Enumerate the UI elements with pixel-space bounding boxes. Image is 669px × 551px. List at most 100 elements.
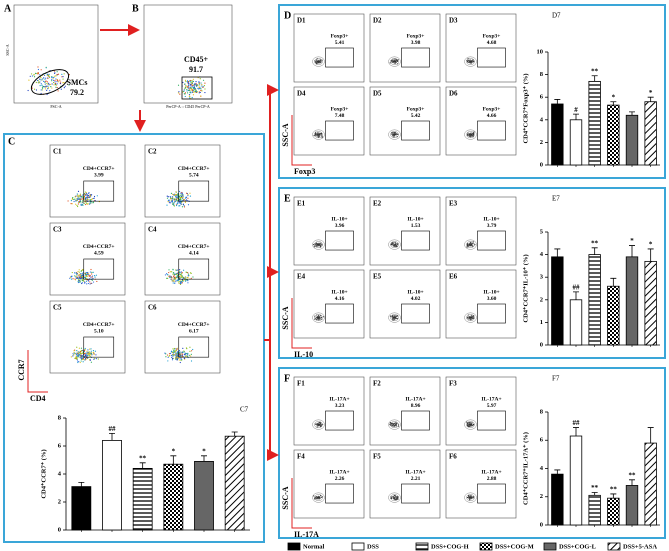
event-dot (171, 351, 174, 354)
error-bar (610, 101, 617, 106)
box-e (278, 187, 666, 359)
event-dot (172, 268, 174, 270)
event-dot (171, 201, 174, 203)
event-dot (187, 204, 190, 206)
plot-label: C2 (148, 148, 157, 156)
event-dot (189, 350, 191, 352)
event-dot (88, 352, 90, 354)
event-dot (86, 195, 88, 197)
event-dot (76, 357, 78, 359)
event-dot (190, 79, 192, 82)
event-dot (180, 274, 182, 276)
event-dot (31, 87, 33, 89)
y-axis-label: SSC-A (281, 306, 290, 329)
event-dot (320, 422, 322, 424)
event-dot (318, 315, 320, 318)
contour (392, 132, 397, 137)
event-dot (467, 494, 470, 497)
event-dot (394, 497, 396, 500)
y-tick-label: 6 (540, 437, 544, 444)
event-dot (188, 94, 191, 96)
event-dot (199, 84, 201, 86)
gate-value: 1.53 (411, 223, 421, 229)
event-dot (396, 315, 398, 317)
event-dot (73, 351, 75, 353)
gate-value: 4.66 (487, 113, 497, 119)
gate (401, 230, 430, 251)
y-tick-label: 0 (540, 341, 543, 348)
event-dot (179, 282, 181, 284)
event-dot (185, 84, 187, 87)
event-dot (89, 355, 91, 357)
event-dot (75, 276, 77, 278)
event-dot (184, 87, 187, 89)
event-dot (73, 350, 75, 352)
event-dot (90, 282, 92, 284)
y-axis-label: CD4⁺CCR7⁺Foxp3⁺ (%) (522, 73, 529, 143)
event-dot (168, 271, 170, 274)
event-dot (175, 198, 178, 200)
event-dot (89, 194, 91, 196)
event-dot (320, 242, 322, 244)
event-dot (95, 274, 98, 276)
event-dot (320, 318, 322, 320)
event-dot (187, 197, 189, 199)
event-dot (86, 203, 88, 205)
error-bar (591, 492, 598, 496)
event-dot (393, 136, 395, 138)
event-dot (71, 203, 73, 205)
event-dot (78, 200, 81, 203)
event-dot (176, 203, 179, 205)
event-dot (86, 197, 88, 199)
event-dot (55, 75, 57, 77)
event-dot (84, 282, 86, 284)
error-bar (139, 462, 146, 469)
event-dot (52, 76, 54, 79)
contour (468, 59, 473, 64)
event-dot (171, 278, 173, 280)
gate-label: IL-10+ (407, 217, 423, 223)
event-dot (72, 196, 74, 199)
error-bar (170, 455, 177, 465)
event-dot (178, 190, 181, 193)
event-dot (74, 357, 77, 359)
contour (316, 315, 321, 320)
event-dot (472, 245, 474, 247)
gate-value: 2.88 (487, 476, 497, 482)
event-dot (174, 273, 176, 275)
event-dot (79, 275, 82, 277)
y-tick-label: 6 (540, 94, 544, 101)
y-tick-label: 1 (540, 319, 543, 326)
event-dot (55, 78, 57, 80)
event-dot (316, 426, 318, 428)
event-dot (181, 279, 184, 282)
event-dot (51, 83, 53, 85)
event-dot (178, 205, 180, 207)
bar (551, 256, 564, 346)
event-dot (46, 73, 48, 75)
bar (71, 486, 92, 531)
event-dot (79, 351, 81, 353)
y-axis-label: SSC-A (281, 123, 290, 146)
event-dot (192, 276, 194, 278)
event-dot (187, 87, 190, 89)
event-dot (467, 61, 469, 63)
event-dot (321, 133, 323, 135)
event-dot (175, 269, 177, 271)
event-dot (184, 197, 187, 199)
event-dot (396, 496, 399, 498)
box-c (3, 133, 265, 543)
contour (312, 239, 325, 250)
event-dot (53, 76, 55, 78)
event-dot (81, 272, 83, 274)
event-dot (172, 357, 174, 359)
event-dot (194, 88, 196, 90)
event-dot (177, 84, 180, 86)
event-dot (41, 84, 43, 86)
event-dot (198, 81, 200, 83)
event-dot (177, 276, 179, 278)
event-dot (89, 199, 91, 201)
event-dot (168, 275, 170, 277)
event-dot (187, 272, 189, 274)
event-dot (175, 273, 177, 275)
